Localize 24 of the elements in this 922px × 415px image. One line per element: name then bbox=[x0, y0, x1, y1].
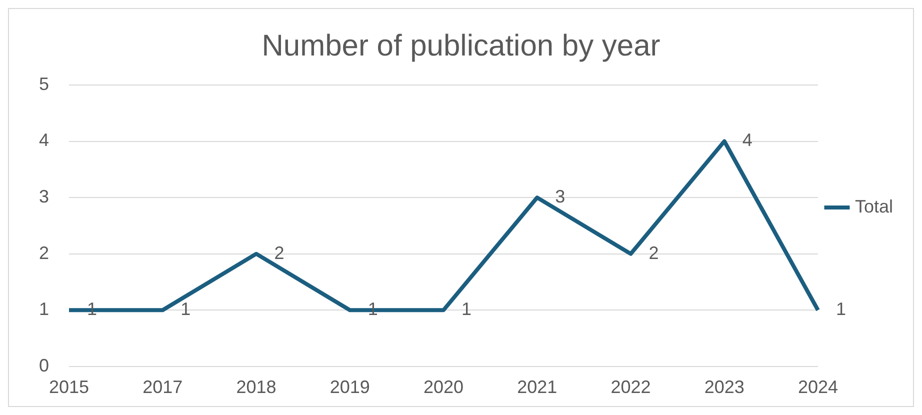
legend-label: Total bbox=[854, 196, 894, 216]
data-label: 2 bbox=[274, 242, 284, 263]
x-tick-label: 2015 bbox=[48, 377, 90, 398]
data-label: 4 bbox=[742, 130, 752, 150]
x-tick-label: 2022 bbox=[610, 377, 651, 398]
y-tick-label: 4 bbox=[38, 130, 50, 150]
y-tick-label: 1 bbox=[38, 299, 50, 320]
y-tick-label: 0 bbox=[38, 355, 50, 376]
x-tick-label: 2019 bbox=[330, 377, 370, 398]
x-tick-label: 2017 bbox=[142, 377, 183, 398]
y-tick-label: 3 bbox=[38, 186, 50, 207]
y-tick-label: 2 bbox=[38, 242, 50, 263]
data-label: 1 bbox=[180, 299, 191, 320]
x-tick-label: 2020 bbox=[423, 377, 464, 398]
data-label: 3 bbox=[555, 186, 566, 207]
chart-title: Number of publication by year bbox=[262, 29, 660, 62]
data-label: 1 bbox=[461, 299, 472, 320]
y-tick-label: 5 bbox=[38, 74, 50, 94]
x-tick-label: 2021 bbox=[517, 377, 558, 398]
x-tick-label: 2018 bbox=[236, 377, 276, 398]
data-label: 1 bbox=[836, 299, 846, 320]
x-tick-label: 2024 bbox=[798, 377, 838, 398]
data-label: 2 bbox=[648, 242, 659, 263]
x-tick-label: 2023 bbox=[704, 377, 744, 398]
